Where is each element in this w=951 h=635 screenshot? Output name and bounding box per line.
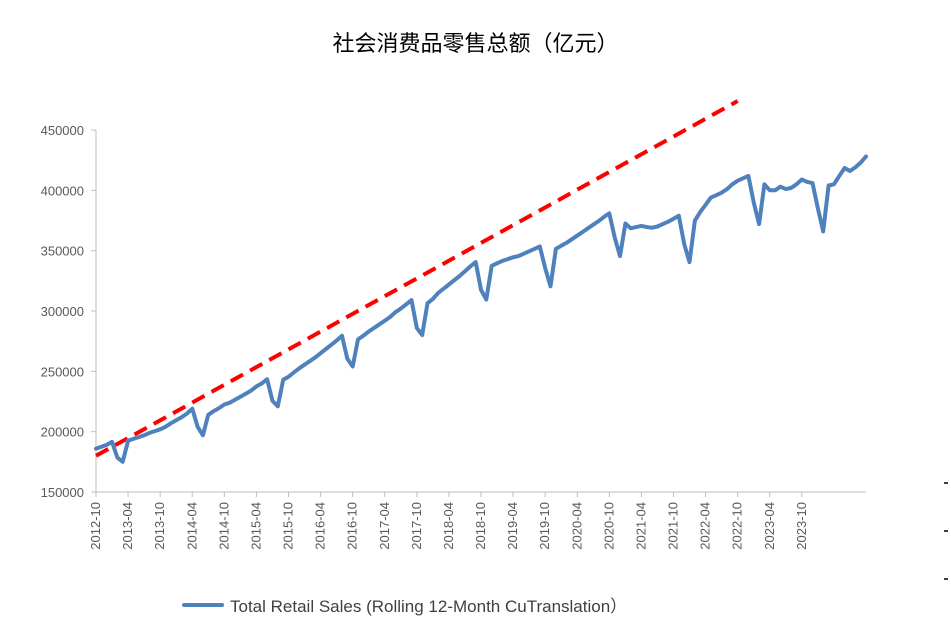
x-tick-label: 2021-10: [666, 502, 681, 550]
legend-swatch: [182, 602, 224, 607]
series-line: [94, 154, 868, 464]
x-tick-label: 2019-10: [537, 502, 552, 550]
legend-label: Total Retail Sales (Rolling 12-Month CuT…: [230, 597, 628, 616]
x-tick-label: 2018-04: [441, 502, 456, 550]
y-tick-label: 400000: [41, 183, 84, 198]
x-tick-label: 2014-04: [184, 502, 199, 550]
edge-tick-mark: [944, 578, 948, 580]
x-tick-label: 2020-10: [601, 502, 616, 550]
y-tick-label: 250000: [41, 364, 84, 379]
y-tick-label: 150000: [41, 485, 84, 500]
x-tick-label: 2019-04: [505, 502, 520, 550]
x-tick-label: 2016-04: [313, 502, 328, 550]
y-tick-label: 300000: [41, 304, 84, 319]
x-tick-label: 2018-10: [473, 502, 488, 550]
edge-tick-mark: [944, 482, 948, 484]
y-tick-label: 200000: [41, 425, 84, 440]
x-axis: 2012-10 2013-04 2013-10 2014-04 2014-10 2015-…: [88, 491, 866, 550]
x-tick-label: 2022-10: [730, 502, 745, 550]
trend-line: [95, 99, 739, 458]
y-tick-label: 350000: [41, 244, 84, 259]
y-axis: 150000 200000 250000 300000 350000 400000 4500…: [41, 123, 97, 500]
x-tick-label: 2012-10: [88, 502, 103, 550]
x-tick-label: 2014-10: [216, 502, 231, 550]
x-tick-label: 2017-04: [377, 502, 392, 550]
x-tick-label: 2013-10: [152, 502, 167, 550]
edge-tick-mark: [944, 530, 948, 532]
x-tick-label: 2017-10: [409, 502, 424, 550]
x-tick-label: 2015-10: [281, 502, 296, 550]
y-tick-label: 450000: [41, 123, 84, 138]
x-tick-label: 2023-10: [794, 502, 809, 550]
x-tick-label: 2021-04: [633, 502, 648, 550]
x-tick-label: 2020-04: [569, 502, 584, 550]
x-tick-label: 2022-04: [698, 502, 713, 550]
x-tick-label: 2016-10: [345, 502, 360, 550]
chart-title: 社会消费品零售总额（亿元）: [332, 32, 619, 57]
trend-layer: [95, 99, 739, 458]
x-tick-label: 2013-04: [120, 502, 135, 550]
series-layer: [94, 154, 868, 464]
x-tick-label: 2015-04: [248, 502, 263, 550]
legend: Total Retail Sales (Rolling 12-Month CuT…: [182, 592, 627, 617]
x-tick-label: 2023-04: [762, 502, 777, 550]
